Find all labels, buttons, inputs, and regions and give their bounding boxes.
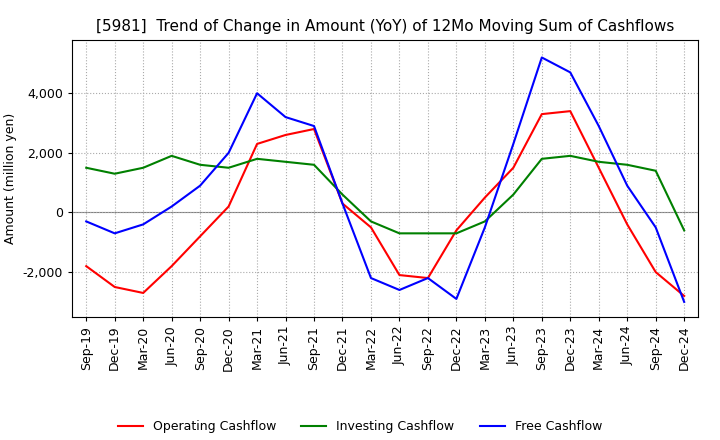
Investing Cashflow: [395, 231, 404, 236]
Line: Free Cashflow: Free Cashflow: [86, 58, 684, 302]
Free Cashflow: [110, 231, 119, 236]
Free Cashflow: [537, 55, 546, 60]
Investing Cashflow: [595, 159, 603, 165]
Line: Investing Cashflow: Investing Cashflow: [86, 156, 684, 233]
Operating Cashflow: [623, 222, 631, 227]
Operating Cashflow: [338, 201, 347, 206]
Investing Cashflow: [480, 219, 489, 224]
Free Cashflow: [595, 123, 603, 128]
Free Cashflow: [566, 70, 575, 75]
Y-axis label: Amount (million yen): Amount (million yen): [4, 113, 17, 244]
Operating Cashflow: [282, 132, 290, 138]
Free Cashflow: [509, 141, 518, 147]
Investing Cashflow: [110, 171, 119, 176]
Free Cashflow: [480, 225, 489, 230]
Investing Cashflow: [253, 156, 261, 161]
Operating Cashflow: [395, 272, 404, 278]
Free Cashflow: [652, 225, 660, 230]
Free Cashflow: [139, 222, 148, 227]
Free Cashflow: [82, 219, 91, 224]
Free Cashflow: [423, 275, 432, 281]
Investing Cashflow: [509, 192, 518, 197]
Investing Cashflow: [623, 162, 631, 168]
Investing Cashflow: [652, 168, 660, 173]
Operating Cashflow: [196, 234, 204, 239]
Operating Cashflow: [310, 126, 318, 132]
Investing Cashflow: [82, 165, 91, 170]
Investing Cashflow: [167, 153, 176, 158]
Operating Cashflow: [680, 293, 688, 299]
Free Cashflow: [167, 204, 176, 209]
Free Cashflow: [623, 183, 631, 188]
Operating Cashflow: [595, 165, 603, 170]
Operating Cashflow: [167, 264, 176, 269]
Operating Cashflow: [423, 275, 432, 281]
Operating Cashflow: [82, 264, 91, 269]
Investing Cashflow: [310, 162, 318, 168]
Investing Cashflow: [566, 153, 575, 158]
Legend: Operating Cashflow, Investing Cashflow, Free Cashflow: Operating Cashflow, Investing Cashflow, …: [113, 415, 607, 438]
Operating Cashflow: [480, 195, 489, 200]
Free Cashflow: [253, 91, 261, 96]
Free Cashflow: [366, 275, 375, 281]
Operating Cashflow: [652, 269, 660, 275]
Free Cashflow: [282, 114, 290, 120]
Free Cashflow: [680, 299, 688, 304]
Free Cashflow: [395, 287, 404, 293]
Operating Cashflow: [366, 225, 375, 230]
Title: [5981]  Trend of Change in Amount (YoY) of 12Mo Moving Sum of Cashflows: [5981] Trend of Change in Amount (YoY) o…: [96, 19, 675, 34]
Operating Cashflow: [139, 290, 148, 296]
Operating Cashflow: [537, 111, 546, 117]
Investing Cashflow: [680, 228, 688, 233]
Free Cashflow: [310, 123, 318, 128]
Investing Cashflow: [196, 162, 204, 168]
Operating Cashflow: [225, 204, 233, 209]
Investing Cashflow: [537, 156, 546, 161]
Free Cashflow: [196, 183, 204, 188]
Operating Cashflow: [110, 284, 119, 290]
Operating Cashflow: [253, 141, 261, 147]
Investing Cashflow: [366, 219, 375, 224]
Line: Operating Cashflow: Operating Cashflow: [86, 111, 684, 296]
Investing Cashflow: [139, 165, 148, 170]
Investing Cashflow: [225, 165, 233, 170]
Investing Cashflow: [452, 231, 461, 236]
Free Cashflow: [225, 150, 233, 155]
Investing Cashflow: [282, 159, 290, 165]
Operating Cashflow: [509, 165, 518, 170]
Free Cashflow: [338, 201, 347, 206]
Operating Cashflow: [452, 228, 461, 233]
Free Cashflow: [452, 296, 461, 301]
Investing Cashflow: [423, 231, 432, 236]
Investing Cashflow: [338, 192, 347, 197]
Operating Cashflow: [566, 109, 575, 114]
